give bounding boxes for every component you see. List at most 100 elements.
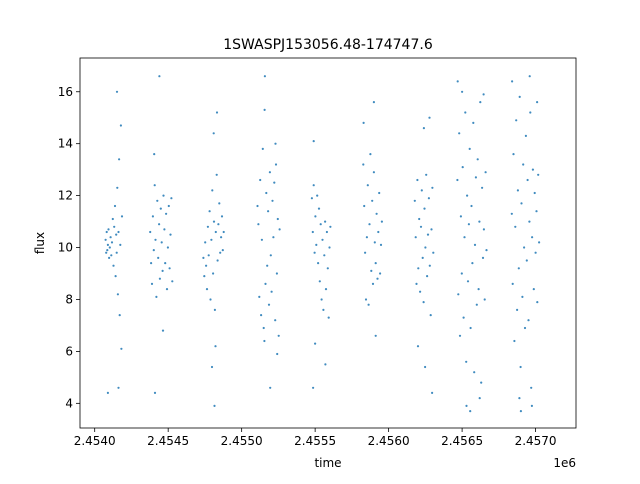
data-point (314, 215, 317, 218)
data-point (523, 326, 527, 330)
data-point (375, 212, 378, 215)
data-point (171, 280, 174, 283)
data-point (170, 197, 173, 200)
data-point (366, 184, 369, 187)
data-point (115, 251, 118, 254)
data-point (161, 329, 165, 332)
data-point (515, 119, 518, 122)
data-point (203, 275, 206, 278)
y-tick-label: 16 (58, 85, 73, 99)
data-point (530, 404, 534, 407)
data-point (325, 230, 328, 234)
data-point (531, 236, 534, 239)
data-point (115, 233, 118, 236)
data-point (165, 212, 168, 215)
data-point (215, 173, 218, 176)
data-point (263, 108, 266, 111)
data-point (369, 153, 372, 156)
data-point (481, 256, 485, 259)
data-point (208, 210, 211, 213)
data-point (428, 116, 431, 119)
data-point (427, 197, 430, 200)
data-point (118, 158, 121, 161)
data-point (220, 236, 223, 239)
data-point (525, 259, 528, 262)
data-point (461, 166, 464, 169)
data-point (219, 251, 222, 254)
data-point (367, 303, 370, 306)
data-point (520, 202, 523, 205)
data-point (514, 225, 517, 228)
data-point (535, 210, 538, 213)
data-point (480, 381, 483, 384)
data-point (264, 282, 267, 285)
data-point (150, 262, 153, 265)
data-point (153, 184, 156, 187)
data-point (221, 249, 224, 252)
data-point (371, 199, 374, 202)
data-point (362, 121, 365, 124)
data-point (465, 404, 468, 407)
data-point (161, 269, 164, 272)
data-point (260, 238, 263, 241)
data-point (364, 298, 368, 301)
data-point (462, 316, 465, 319)
data-point (215, 111, 219, 114)
data-point (108, 256, 111, 259)
data-point (267, 210, 270, 213)
data-point (422, 127, 425, 130)
data-point (316, 194, 319, 197)
data-point (323, 254, 326, 257)
data-point (213, 308, 216, 311)
data-point (104, 238, 107, 241)
data-point (416, 345, 420, 348)
data-point (267, 303, 271, 306)
data-point (205, 264, 208, 267)
y-tick-label: 14 (58, 137, 73, 151)
data-point (210, 365, 214, 369)
data-point (106, 243, 109, 246)
data-point (269, 254, 272, 257)
data-point (216, 259, 219, 262)
data-point (418, 217, 421, 221)
data-point (212, 220, 216, 223)
data-point (465, 360, 468, 363)
data-point (478, 397, 481, 400)
data-point (117, 230, 120, 234)
data-point (116, 293, 119, 296)
data-point (469, 326, 472, 330)
data-point (112, 264, 115, 267)
data-point (473, 243, 477, 246)
data-point (277, 334, 280, 337)
data-point (471, 262, 474, 265)
data-point (313, 251, 316, 254)
data-point (214, 345, 217, 348)
data-point (276, 352, 279, 356)
data-point (318, 280, 321, 283)
x-tick-label: 2.4545 (147, 434, 189, 448)
data-point (429, 314, 432, 317)
data-point (478, 220, 481, 223)
y-tick-label: 4 (65, 396, 73, 410)
data-point (420, 189, 423, 192)
data-point (269, 386, 272, 389)
data-point (310, 197, 313, 200)
plot-frame (79, 57, 577, 429)
data-point (467, 223, 470, 226)
data-point (278, 228, 281, 231)
data-point (312, 184, 315, 187)
data-point (105, 251, 108, 254)
data-point (537, 173, 540, 176)
data-point (164, 262, 167, 265)
data-point (154, 238, 157, 241)
y-axis-label: flux (33, 232, 47, 254)
data-point (413, 199, 416, 202)
data-point (428, 264, 431, 267)
x-axis-label: time (314, 456, 341, 470)
data-point (115, 90, 119, 93)
data-point (266, 264, 269, 267)
data-point (158, 277, 161, 280)
data-point (457, 293, 460, 296)
data-point (371, 282, 375, 285)
